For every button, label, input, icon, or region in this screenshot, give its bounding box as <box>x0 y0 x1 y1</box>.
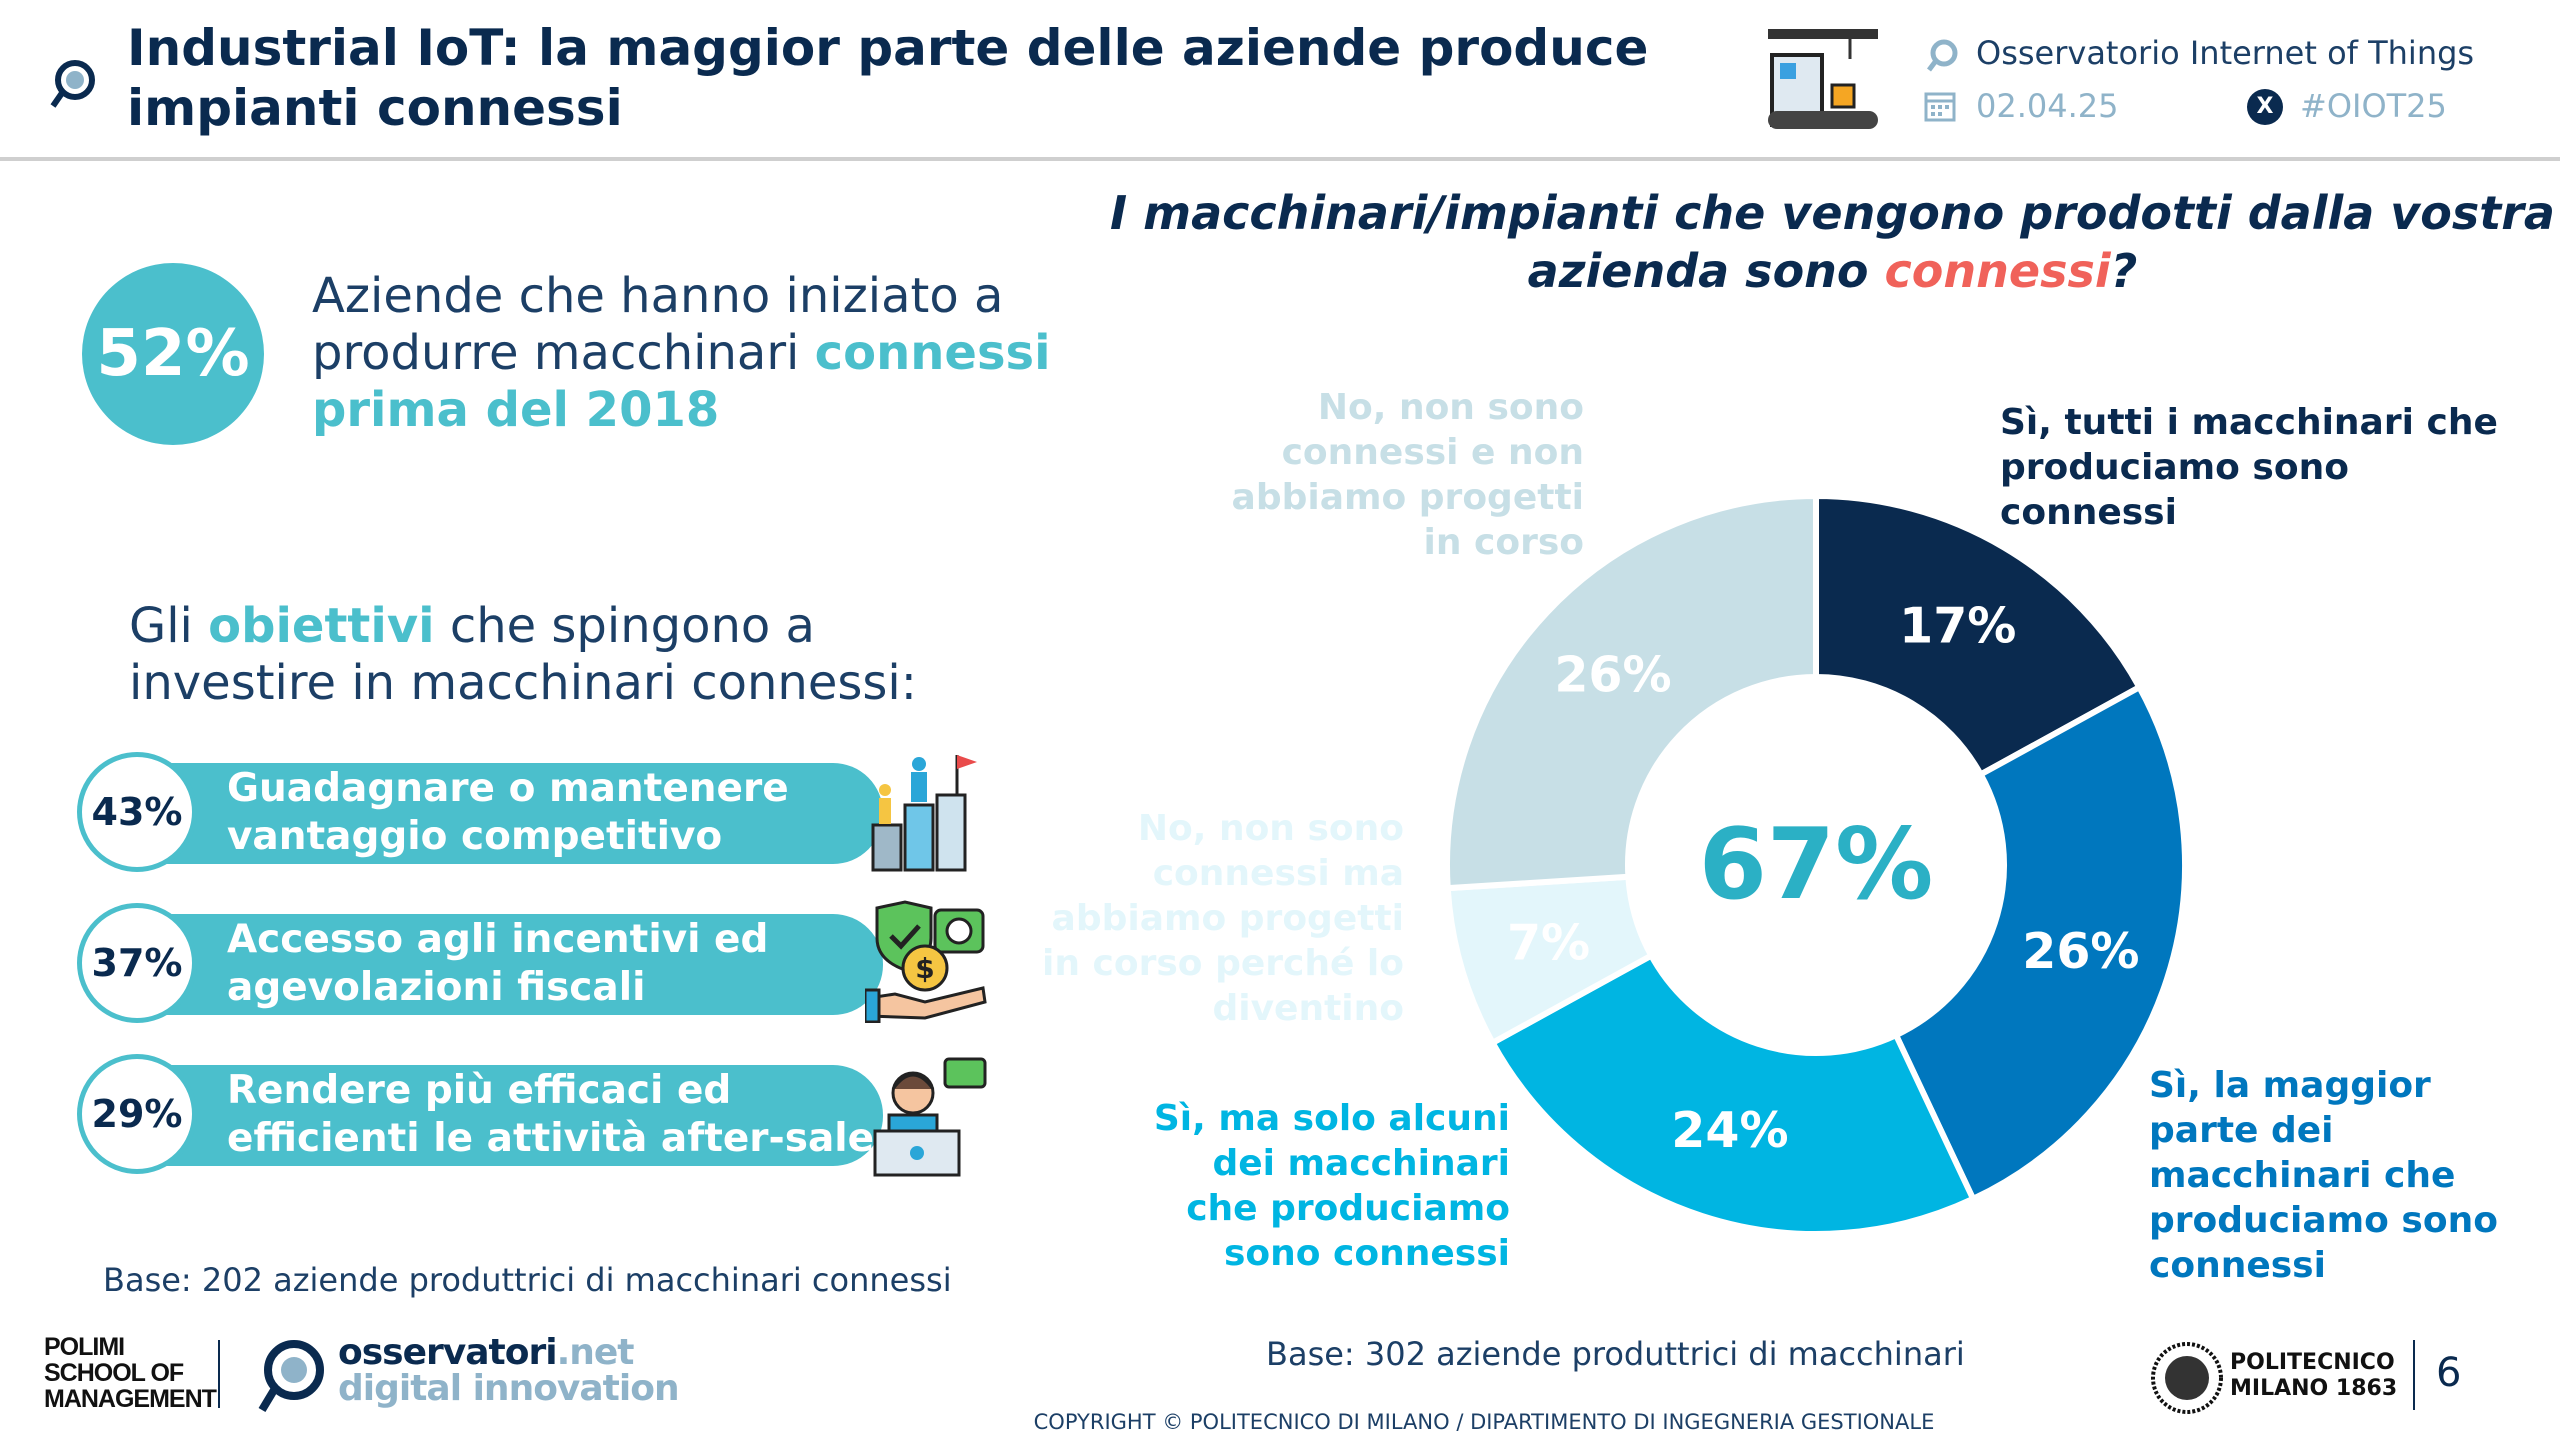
slice-legend-label: Sì, ma solo alcuni dei macchinari che pr… <box>1153 1098 1510 1274</box>
calendar-icon <box>1924 92 1956 122</box>
event-date: 02.04.25 <box>1976 87 2119 125</box>
chart-title-accent: connessi <box>1884 244 2111 298</box>
x-social-icon[interactable]: X <box>2247 89 2283 125</box>
logo-word: .net <box>556 1332 635 1373</box>
highlight-percent: 52% <box>82 263 264 445</box>
page-title: Industrial IoT: la maggior parte delle a… <box>127 19 1649 137</box>
tax-incentive-icon: $ <box>865 900 987 1023</box>
customer-support-icon <box>873 1057 987 1177</box>
highlight-text: Aziende che hanno iniziato a produrre ma… <box>312 268 1072 439</box>
slice-percent-label: 17% <box>1899 597 2016 654</box>
slice-percent-label: 26% <box>2022 923 2139 980</box>
slice-legend-label: Sì, la maggior parte dei macchinari che … <box>2149 1065 2498 1286</box>
goal-label: Guadagnare o mantenere vantaggio competi… <box>227 766 789 859</box>
polimi-logo: POLIMI SCHOOL OF MANAGEMENT <box>44 1333 217 1413</box>
left-base-note: Base: 202 aziende produttrici di macchin… <box>103 1261 952 1299</box>
slice-legend-label: Sì, tutti i macchinari che produciamo so… <box>2000 402 2498 533</box>
slice-legend-label: No, non sono connessi ma abbiamo progett… <box>1042 808 1404 1029</box>
politecnico-seal-icon <box>2151 1342 2223 1414</box>
goals-title-part: Gli <box>129 598 209 654</box>
svg-text:$: $ <box>915 952 934 985</box>
slice-percent-label: 7% <box>1507 915 1590 972</box>
hashtag[interactable]: #OIOT25 <box>2300 87 2447 125</box>
goal-label: Accesso agli incentivi ed agevolazioni f… <box>227 917 769 1010</box>
footer-divider <box>218 1340 220 1408</box>
slice-percent-label: 26% <box>1554 646 1671 703</box>
competitive-advantage-icon <box>871 755 977 872</box>
chart-title: I macchinari/impianti che vengono prodot… <box>1100 184 2560 300</box>
factory-machine-icon <box>1768 29 1878 129</box>
logo-word: digital innovation <box>338 1368 680 1409</box>
logo-word: osservatori <box>338 1332 558 1373</box>
footer-divider <box>2413 1340 2415 1410</box>
chart-base-note: Base: 302 aziende produttrici di macchin… <box>1266 1335 1965 1373</box>
copyright: COPYRIGHT © POLITECNICO DI MILANO / DIPA… <box>1033 1410 1935 1434</box>
goal-percent: 43% <box>77 752 197 872</box>
politecnico-logo-text: POLITECNICO MILANO 1863 <box>2230 1350 2398 1401</box>
osservatori-logo-icon <box>258 1340 324 1413</box>
observatory-icon <box>1927 39 1958 72</box>
osservatori-logo-icon <box>50 60 95 108</box>
highlight-text-main: Aziende che hanno iniziato a produrre ma… <box>312 268 1004 381</box>
goal-bar <box>163 914 883 1015</box>
observatory-name: Osservatorio Internet of Things <box>1976 34 2475 72</box>
goal-percent: 37% <box>77 903 197 1023</box>
slice-legend-label: No, non sono connessi e non abbiamo prog… <box>1231 387 1584 563</box>
header-divider <box>0 157 2560 161</box>
highlight-text-accent: connessi prima del 2018 <box>312 325 1051 438</box>
goals-title: Gli obiettivi che spingono a investire i… <box>129 598 949 712</box>
donut-slice <box>1444 492 1819 892</box>
goal-percent: 29% <box>77 1054 197 1174</box>
goal-bar <box>163 1065 883 1166</box>
slice-percent-label: 24% <box>1671 1102 1788 1159</box>
goals-title-accent: obiettivi <box>208 598 435 654</box>
goal-label: Rendere più efficaci ed efficienti le at… <box>227 1068 898 1161</box>
osservatori-logo-text: osservatori.net digital innovation <box>338 1332 680 1409</box>
donut-slice <box>1892 683 2188 1203</box>
goals-title-part: che spingono a investire in macchinari c… <box>129 598 917 711</box>
donut-slice <box>1488 951 1978 1237</box>
donut-slice <box>1813 492 2144 779</box>
chart-title-end: ? <box>2110 244 2138 298</box>
goal-bar <box>163 763 883 864</box>
donut-center-label: 67% <box>1698 808 1934 922</box>
page-number: 6 <box>2436 1350 2462 1396</box>
chart-title-main: I macchinari/impianti che vengono prodot… <box>1110 186 2555 298</box>
